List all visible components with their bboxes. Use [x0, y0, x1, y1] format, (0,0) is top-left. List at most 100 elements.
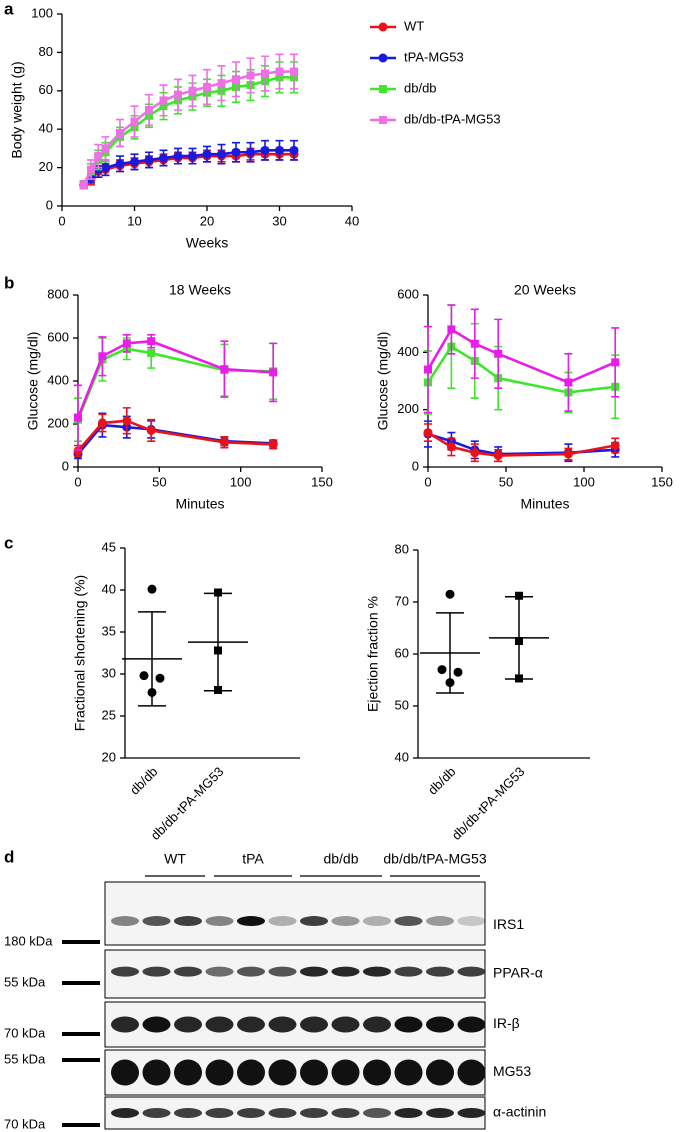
band — [174, 1059, 202, 1086]
x-tick-label: 150 — [651, 474, 673, 489]
band — [331, 1108, 360, 1118]
band — [205, 1016, 234, 1033]
y-tick-label: 600 — [397, 286, 419, 301]
y-tick-label: 30 — [102, 665, 116, 680]
y-axis-label: Fractional shortening (%) — [72, 575, 88, 731]
band — [111, 966, 139, 977]
data-point — [214, 646, 222, 655]
data-point — [424, 365, 432, 374]
data-point — [260, 145, 270, 155]
data-point — [275, 67, 284, 76]
band — [174, 1016, 202, 1033]
size-marker: 55 kDa — [4, 974, 46, 989]
data-point — [289, 145, 299, 155]
data-point — [147, 584, 157, 594]
band — [426, 1108, 454, 1118]
band — [142, 1108, 171, 1118]
legend-label: db/db-tPA-MG53 — [404, 111, 501, 126]
y-axis-label: Glucose (mg/dl) — [375, 332, 391, 431]
data-point — [275, 145, 284, 155]
x-tick-label: 30 — [272, 213, 286, 228]
band — [142, 916, 171, 927]
y-tick-label: 0 — [412, 458, 419, 473]
x-tick-label: 0 — [74, 474, 81, 489]
data-point — [246, 147, 255, 157]
data-point — [515, 591, 523, 600]
band — [174, 916, 202, 927]
panel-label: d — [4, 847, 14, 866]
y-tick-label: 40 — [395, 749, 409, 764]
data-point — [453, 667, 463, 677]
x-axis-label: Minutes — [520, 496, 569, 512]
series-line — [76, 339, 274, 419]
protein-label: PPAR-α — [493, 965, 543, 981]
x-tick-label: db/db — [425, 764, 459, 798]
y-tick-label: 80 — [395, 541, 409, 556]
data-point — [87, 165, 95, 174]
data-point — [146, 425, 156, 435]
data-point — [203, 82, 211, 91]
band — [426, 966, 454, 977]
data-point — [188, 151, 197, 161]
y-tick-label: 40 — [102, 581, 116, 596]
band — [142, 1059, 171, 1086]
band — [237, 1108, 265, 1118]
band — [268, 916, 297, 927]
band — [205, 966, 234, 977]
legend-marker — [378, 53, 388, 63]
data-point — [445, 589, 455, 599]
band — [111, 916, 139, 927]
data-point — [515, 637, 523, 645]
x-tick-label: db/db — [127, 764, 161, 798]
data-point — [515, 674, 523, 683]
blot-row — [104, 881, 486, 946]
band — [363, 1108, 391, 1118]
x-tick-label: 20 — [200, 213, 214, 228]
data-point — [290, 67, 298, 76]
data-point — [437, 665, 447, 675]
x-axis-label: Minutes — [175, 496, 224, 512]
data-point — [122, 339, 131, 348]
y-axis-label: Body weight (g) — [9, 61, 25, 158]
data-point — [159, 96, 168, 105]
data-point — [79, 180, 88, 189]
data-point — [145, 106, 153, 114]
data-point — [219, 437, 229, 447]
x-tick-label: 50 — [152, 474, 166, 489]
legend-label: db/db — [404, 80, 437, 95]
data-point — [610, 441, 620, 450]
series-line — [427, 431, 616, 457]
data-point — [94, 152, 103, 161]
size-marker: 70 kDa — [4, 1116, 46, 1131]
panel-label: b — [4, 273, 14, 292]
band — [268, 1016, 297, 1033]
x-tick-label: 50 — [499, 474, 513, 489]
protein-label: IRS1 — [493, 916, 524, 932]
band — [426, 1016, 454, 1033]
legend-marker — [378, 22, 388, 32]
band — [394, 1016, 423, 1033]
group-label: tPA — [242, 851, 264, 867]
data-point — [217, 79, 226, 88]
data-point — [147, 349, 156, 358]
series-line — [77, 419, 274, 452]
band — [457, 966, 486, 977]
data-point — [220, 365, 229, 374]
band — [237, 916, 265, 927]
band — [363, 1059, 391, 1086]
y-tick-label: 80 — [39, 44, 53, 59]
protein-label: MG53 — [493, 1063, 531, 1079]
band — [300, 1059, 328, 1086]
y-tick-label: 60 — [39, 82, 53, 97]
group-label: db/db — [323, 851, 358, 867]
band — [394, 966, 423, 977]
band — [363, 1016, 391, 1033]
y-tick-label: 400 — [397, 344, 419, 359]
y-tick-label: 20 — [39, 159, 53, 174]
data-point — [470, 448, 480, 458]
data-point — [423, 428, 433, 438]
band — [426, 1059, 454, 1086]
band — [331, 916, 360, 927]
band — [237, 1016, 265, 1033]
